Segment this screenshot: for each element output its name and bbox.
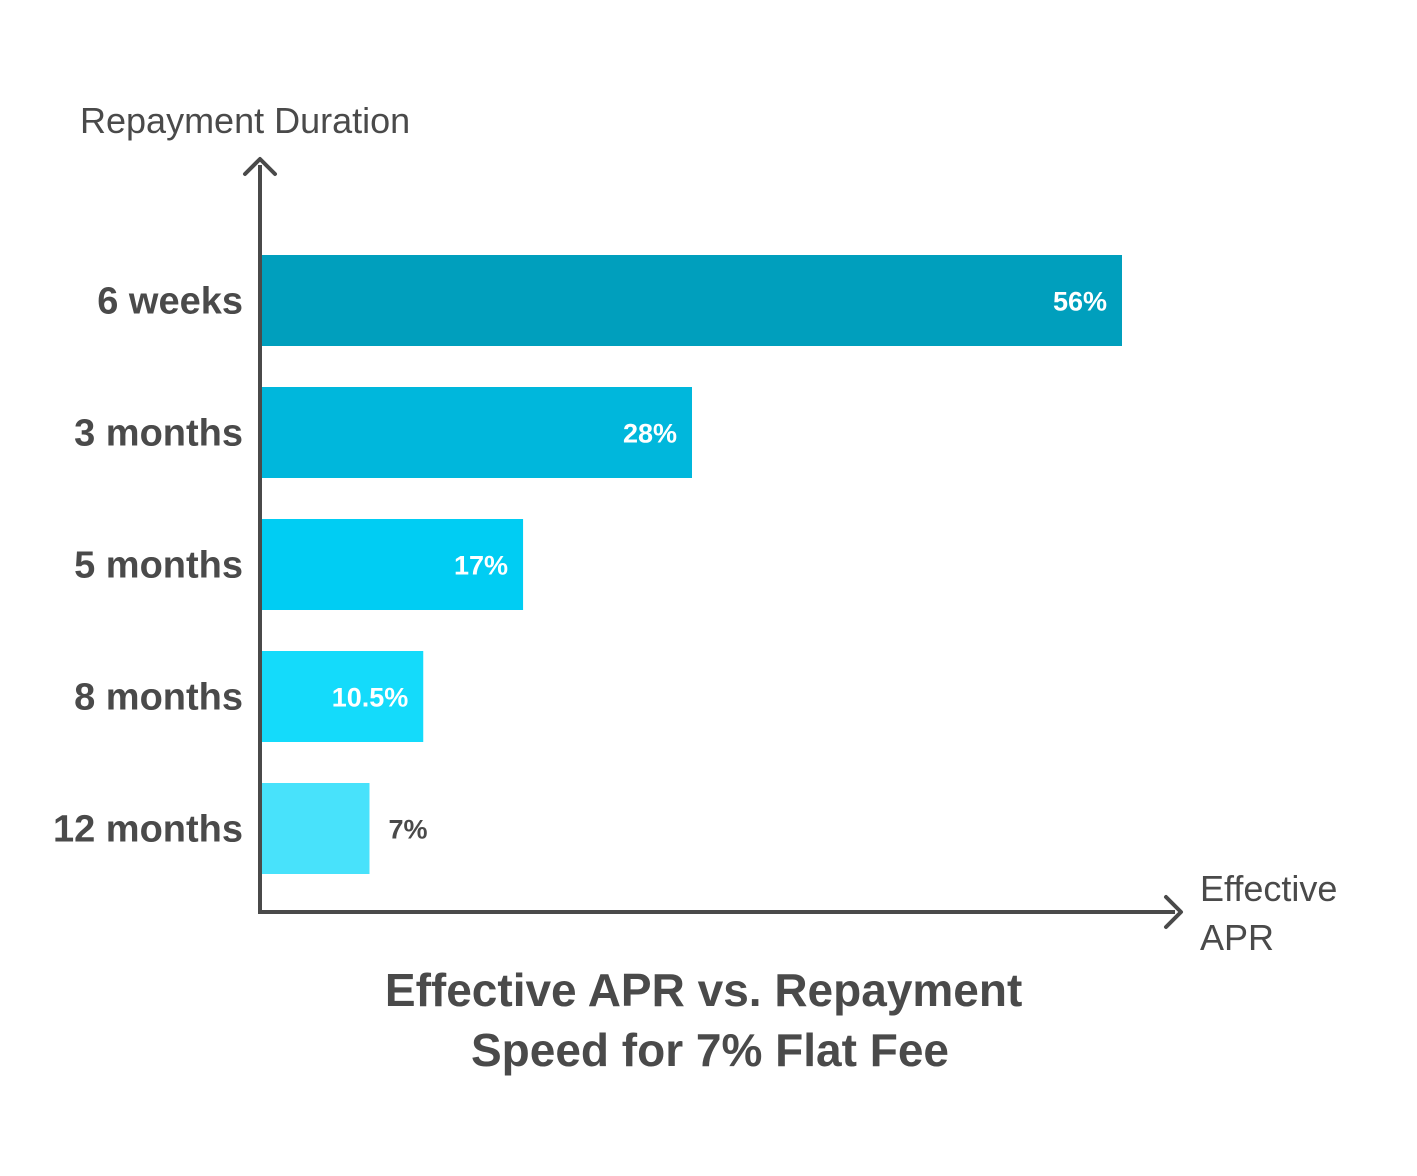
value-label: 7%	[389, 815, 428, 845]
value-label: 28%	[623, 419, 677, 449]
x-axis-arrow-icon	[1164, 895, 1183, 929]
chart-title-line-1: Effective APR vs. Repayment	[385, 964, 1022, 1016]
value-label: 10.5%	[332, 683, 409, 713]
value-label: 56%	[1053, 287, 1107, 317]
x-axis-title-line-1: Effective	[1200, 868, 1337, 909]
category-label: 8 months	[74, 677, 243, 719]
category-label: 3 months	[74, 413, 243, 455]
x-axis-title: Effective APR	[1200, 868, 1347, 958]
y-axis-arrow-icon	[243, 157, 277, 176]
bar-3-months	[262, 387, 692, 478]
bar-8-months	[262, 651, 424, 742]
chart-title: Effective APR vs. Repayment Speed for 7%…	[385, 964, 1035, 1076]
y-axis-title: Repayment Duration	[80, 100, 410, 141]
bar-5-months	[262, 519, 524, 610]
x-axis	[258, 895, 1183, 929]
bar-12-months	[262, 783, 370, 874]
bar-6-weeks	[262, 255, 1122, 346]
category-label: 12 months	[53, 809, 243, 851]
x-axis-title-line-2: APR	[1200, 917, 1274, 958]
bar-series: 6 weeks 56% 3 months 28% 5 months 17% 8 months…	[53, 255, 1122, 874]
category-label: 5 months	[74, 545, 243, 587]
y-axis	[243, 157, 277, 912]
chart-title-line-2: Speed for 7% Flat Fee	[471, 1024, 949, 1076]
category-label: 6 weeks	[97, 281, 243, 323]
value-label: 17%	[454, 551, 508, 581]
